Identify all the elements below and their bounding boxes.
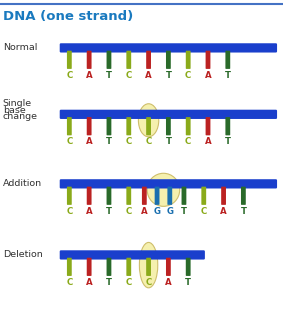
- Text: T: T: [106, 278, 112, 287]
- FancyBboxPatch shape: [60, 179, 277, 188]
- FancyBboxPatch shape: [201, 187, 206, 205]
- Text: T: T: [165, 71, 171, 80]
- Text: T: T: [106, 207, 112, 216]
- Text: A: A: [86, 71, 93, 80]
- FancyBboxPatch shape: [146, 258, 151, 276]
- Text: C: C: [185, 71, 191, 80]
- FancyBboxPatch shape: [126, 187, 131, 205]
- Text: A: A: [145, 71, 152, 80]
- FancyBboxPatch shape: [60, 250, 205, 260]
- Text: Normal: Normal: [3, 43, 37, 53]
- Text: change: change: [3, 112, 38, 121]
- FancyBboxPatch shape: [186, 117, 191, 135]
- FancyBboxPatch shape: [126, 51, 131, 69]
- Text: T: T: [106, 137, 112, 146]
- FancyBboxPatch shape: [60, 110, 277, 119]
- Text: Single: Single: [3, 99, 32, 108]
- Text: A: A: [86, 207, 93, 216]
- Ellipse shape: [140, 242, 158, 288]
- FancyBboxPatch shape: [186, 51, 191, 69]
- Text: T: T: [181, 207, 187, 216]
- FancyBboxPatch shape: [241, 187, 246, 205]
- Text: T: T: [165, 137, 171, 146]
- Text: A: A: [205, 137, 211, 146]
- Text: A: A: [165, 278, 172, 287]
- FancyBboxPatch shape: [126, 258, 131, 276]
- FancyBboxPatch shape: [106, 51, 112, 69]
- FancyBboxPatch shape: [205, 117, 211, 135]
- Text: C: C: [185, 137, 191, 146]
- Ellipse shape: [147, 173, 180, 206]
- FancyBboxPatch shape: [106, 187, 112, 205]
- FancyBboxPatch shape: [67, 117, 72, 135]
- Text: C: C: [145, 137, 152, 146]
- FancyBboxPatch shape: [167, 187, 172, 205]
- Text: A: A: [205, 71, 211, 80]
- Text: G: G: [154, 207, 160, 216]
- Text: C: C: [66, 278, 72, 287]
- Text: C: C: [66, 71, 72, 80]
- FancyBboxPatch shape: [60, 43, 277, 53]
- FancyBboxPatch shape: [87, 117, 92, 135]
- FancyBboxPatch shape: [205, 51, 211, 69]
- Text: C: C: [126, 207, 132, 216]
- FancyBboxPatch shape: [142, 187, 147, 205]
- FancyBboxPatch shape: [87, 51, 92, 69]
- FancyBboxPatch shape: [126, 117, 131, 135]
- FancyBboxPatch shape: [166, 117, 171, 135]
- Text: A: A: [220, 207, 227, 216]
- FancyBboxPatch shape: [155, 187, 160, 205]
- FancyBboxPatch shape: [67, 51, 72, 69]
- Text: G: G: [166, 207, 173, 216]
- FancyBboxPatch shape: [226, 51, 230, 69]
- FancyBboxPatch shape: [221, 187, 226, 205]
- FancyBboxPatch shape: [67, 258, 72, 276]
- Ellipse shape: [138, 104, 159, 137]
- Text: DNA (one strand): DNA (one strand): [3, 10, 133, 23]
- FancyBboxPatch shape: [106, 258, 112, 276]
- Text: T: T: [106, 71, 112, 80]
- FancyBboxPatch shape: [182, 187, 186, 205]
- Text: T: T: [185, 278, 191, 287]
- Text: Deletion: Deletion: [3, 250, 42, 260]
- FancyBboxPatch shape: [106, 117, 112, 135]
- Text: C: C: [66, 137, 72, 146]
- FancyBboxPatch shape: [67, 187, 72, 205]
- FancyBboxPatch shape: [186, 258, 191, 276]
- FancyBboxPatch shape: [87, 258, 92, 276]
- Text: C: C: [201, 207, 207, 216]
- FancyBboxPatch shape: [166, 51, 171, 69]
- Text: C: C: [126, 137, 132, 146]
- Text: T: T: [225, 71, 231, 80]
- FancyBboxPatch shape: [146, 51, 151, 69]
- Text: T: T: [240, 207, 246, 216]
- Text: C: C: [126, 71, 132, 80]
- Text: C: C: [145, 278, 152, 287]
- FancyBboxPatch shape: [226, 117, 230, 135]
- Text: C: C: [66, 207, 72, 216]
- FancyBboxPatch shape: [166, 258, 171, 276]
- Text: Addition: Addition: [3, 179, 42, 188]
- Text: A: A: [86, 137, 93, 146]
- FancyBboxPatch shape: [87, 187, 92, 205]
- Text: T: T: [225, 137, 231, 146]
- FancyBboxPatch shape: [146, 117, 151, 135]
- Text: A: A: [141, 207, 148, 216]
- Text: C: C: [126, 278, 132, 287]
- Text: base: base: [3, 105, 25, 115]
- Text: A: A: [86, 278, 93, 287]
